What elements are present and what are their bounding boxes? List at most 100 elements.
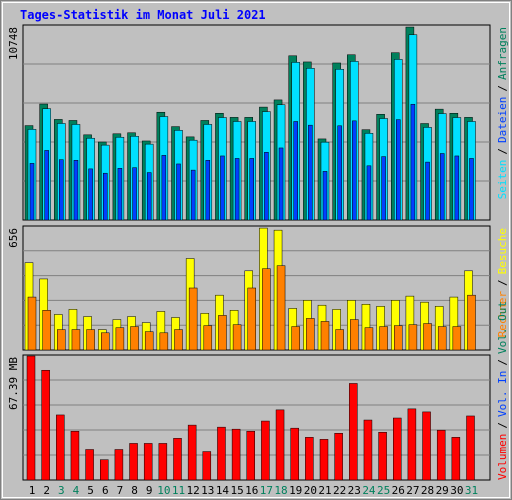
bar xyxy=(41,369,50,481)
bar xyxy=(261,420,270,481)
x-tick-label: 22 xyxy=(333,484,346,497)
y-tick-label: 10748 xyxy=(7,27,20,60)
x-tick-label: 28 xyxy=(421,484,434,497)
bar xyxy=(410,103,416,221)
bar xyxy=(56,414,65,481)
bar xyxy=(276,265,286,351)
bar xyxy=(363,419,373,481)
bar xyxy=(335,329,344,351)
bar xyxy=(364,327,374,351)
bar xyxy=(425,161,430,221)
x-tick-label: 2 xyxy=(43,484,50,497)
bar xyxy=(322,171,328,221)
bar xyxy=(349,383,358,481)
bar xyxy=(114,449,124,481)
bar xyxy=(132,167,137,221)
x-tick-label: 9 xyxy=(146,484,153,497)
legend-entry: Seiten xyxy=(496,160,509,200)
x-tick-label: 7 xyxy=(117,484,124,497)
bar xyxy=(437,326,447,351)
bar xyxy=(439,153,445,221)
bar xyxy=(466,415,475,481)
bar xyxy=(423,323,432,351)
bar xyxy=(291,326,300,351)
bar xyxy=(379,326,388,351)
x-tick-label: 16 xyxy=(245,484,258,497)
legend-separator: / xyxy=(496,279,509,286)
bar xyxy=(396,119,401,221)
bar xyxy=(173,438,182,481)
x-tick-label: 15 xyxy=(230,484,243,497)
bar xyxy=(334,433,343,481)
bar xyxy=(278,147,284,221)
bar xyxy=(101,332,110,351)
x-tick-label: 25 xyxy=(377,484,390,497)
bar xyxy=(407,408,417,481)
bar xyxy=(86,329,95,351)
x-tick-label: 5 xyxy=(87,484,94,497)
legend: Seiten / Dateien / Anfragen xyxy=(496,27,509,199)
bar xyxy=(70,430,80,481)
bar xyxy=(205,160,211,221)
bar xyxy=(451,437,461,481)
chart-title: Tages-Statistik im Monat Juli 2021 xyxy=(20,8,266,22)
bar xyxy=(85,449,94,481)
x-tick-label: 8 xyxy=(131,484,138,497)
legend: Rechner / Besuche xyxy=(496,228,509,337)
legend-entry: Besuche xyxy=(496,228,509,274)
legend-entry: Dateien xyxy=(496,97,509,143)
legend-separator: / xyxy=(496,359,509,366)
x-tick-label: 24 xyxy=(362,484,376,497)
bar xyxy=(27,296,37,351)
bar xyxy=(176,163,181,221)
bar xyxy=(146,172,152,221)
bar xyxy=(293,121,298,221)
bar xyxy=(319,439,329,481)
bar xyxy=(247,287,256,351)
bar xyxy=(454,155,460,221)
x-tick-label: 13 xyxy=(201,484,214,497)
bar xyxy=(130,326,139,351)
bar xyxy=(217,426,226,481)
legend: Volumen / Vol. In / Vol. Out xyxy=(496,301,509,480)
bar xyxy=(378,431,387,481)
bar xyxy=(174,329,183,351)
x-tick-label: 11 xyxy=(172,484,185,497)
x-tick-label: 23 xyxy=(348,484,361,497)
bar xyxy=(234,158,240,221)
x-tick-label: 4 xyxy=(73,484,80,497)
bar xyxy=(337,125,342,221)
bar xyxy=(469,158,474,221)
bar xyxy=(246,430,255,481)
legend-entry: Vol. In xyxy=(496,371,509,417)
bar xyxy=(117,168,123,221)
y-tick-label: 67.39 MB xyxy=(7,357,20,410)
legend-entry: Rechner xyxy=(496,291,509,338)
bar xyxy=(100,459,109,481)
bar xyxy=(262,268,271,351)
bar xyxy=(57,329,66,351)
legend-separator: / xyxy=(496,148,509,155)
x-tick-label: 14 xyxy=(216,484,230,497)
x-tick-label: 3 xyxy=(58,484,65,497)
bar xyxy=(232,324,242,351)
bar xyxy=(249,158,254,221)
bar xyxy=(88,168,93,221)
x-tick-label: 19 xyxy=(289,484,302,497)
bar xyxy=(220,155,225,221)
bar xyxy=(202,451,212,481)
x-tick-label: 12 xyxy=(187,484,200,497)
legend-entry: Volumen xyxy=(496,434,509,480)
bar xyxy=(26,355,36,481)
x-tick-label: 1 xyxy=(29,484,36,497)
bar xyxy=(71,329,81,351)
bar xyxy=(436,429,446,481)
bar xyxy=(161,155,167,221)
bar xyxy=(452,326,462,351)
bar xyxy=(290,427,299,481)
bar xyxy=(305,437,314,481)
bar xyxy=(190,169,196,221)
x-tick-label: 21 xyxy=(318,484,331,497)
x-tick-label: 30 xyxy=(450,484,463,497)
